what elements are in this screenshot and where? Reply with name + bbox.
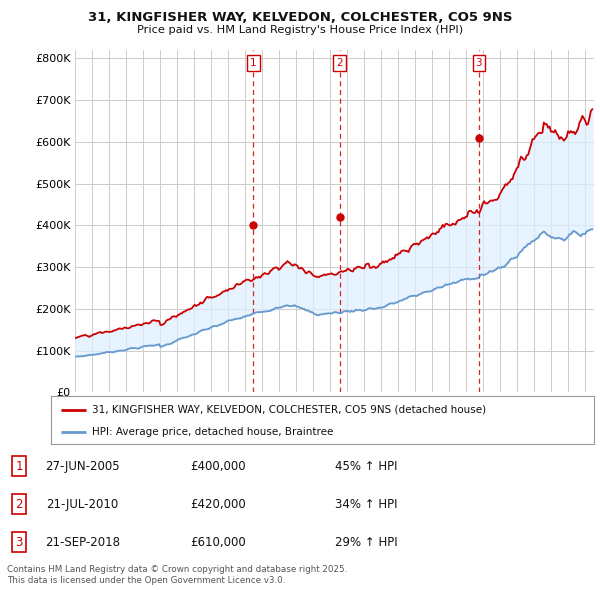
Text: 2: 2 — [337, 58, 343, 68]
Text: 31, KINGFISHER WAY, KELVEDON, COLCHESTER, CO5 9NS (detached house): 31, KINGFISHER WAY, KELVEDON, COLCHESTER… — [92, 405, 486, 415]
Text: HPI: Average price, detached house, Braintree: HPI: Average price, detached house, Brai… — [92, 427, 333, 437]
Text: 31, KINGFISHER WAY, KELVEDON, COLCHESTER, CO5 9NS: 31, KINGFISHER WAY, KELVEDON, COLCHESTER… — [88, 11, 512, 24]
Text: 21-JUL-2010: 21-JUL-2010 — [46, 497, 119, 511]
Text: 45% ↑ HPI: 45% ↑ HPI — [335, 460, 398, 473]
Text: 1: 1 — [15, 460, 23, 473]
Text: 21-SEP-2018: 21-SEP-2018 — [45, 536, 120, 549]
Text: 27-JUN-2005: 27-JUN-2005 — [45, 460, 120, 473]
Text: £420,000: £420,000 — [190, 497, 245, 511]
Text: 3: 3 — [15, 536, 23, 549]
Text: 34% ↑ HPI: 34% ↑ HPI — [335, 497, 398, 511]
Text: Price paid vs. HM Land Registry's House Price Index (HPI): Price paid vs. HM Land Registry's House … — [137, 25, 463, 35]
Text: 29% ↑ HPI: 29% ↑ HPI — [335, 536, 398, 549]
Text: Contains HM Land Registry data © Crown copyright and database right 2025.
This d: Contains HM Land Registry data © Crown c… — [7, 565, 347, 585]
Text: £400,000: £400,000 — [190, 460, 245, 473]
Text: 3: 3 — [475, 58, 482, 68]
Text: £610,000: £610,000 — [190, 536, 245, 549]
Text: 1: 1 — [250, 58, 257, 68]
Text: 2: 2 — [15, 497, 23, 511]
